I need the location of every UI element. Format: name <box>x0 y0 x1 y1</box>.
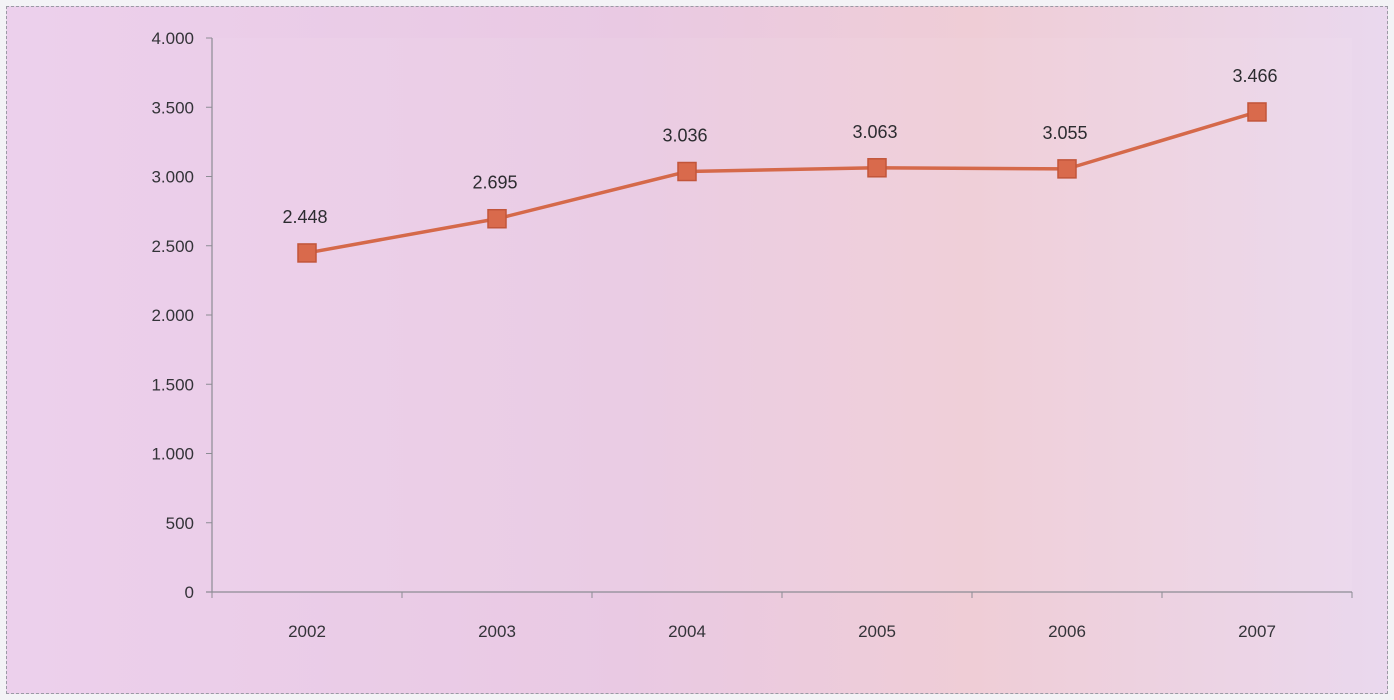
y-tick-label: 3.500 <box>151 98 194 117</box>
data-point-marker <box>867 158 887 178</box>
data-label: 3.055 <box>1042 123 1087 143</box>
series-line-group <box>306 110 1258 255</box>
plot-area-background <box>212 38 1352 592</box>
data-label: 2.695 <box>472 173 517 193</box>
y-tick-label: 2.000 <box>151 306 194 325</box>
x-tick-label: 2006 <box>1048 622 1086 641</box>
data-point-marker <box>1247 102 1267 122</box>
data-label-group: 2.448 2.695 3.036 3.063 3.055 3.466 <box>282 66 1277 227</box>
x-tick-label: 2002 <box>288 622 326 641</box>
data-point-marker <box>1057 159 1077 179</box>
plot-area <box>212 38 1352 592</box>
data-label: 2.448 <box>282 207 327 227</box>
data-point-marker <box>297 243 317 263</box>
y-tick-label: 500 <box>166 514 194 533</box>
marker-group <box>297 102 1267 263</box>
chart-frame <box>6 6 1388 694</box>
y-tick-label: 2.500 <box>151 237 194 256</box>
data-label: 3.466 <box>1232 66 1277 86</box>
y-tick-label: 0 <box>185 583 194 602</box>
x-axis: 2002 2003 2004 2005 2006 2007 <box>206 591 1353 641</box>
y-tick-label: 4.000 <box>151 29 194 48</box>
y-tick-label: 3.000 <box>151 168 194 187</box>
data-label: 3.063 <box>852 122 897 142</box>
y-tick-label: 1.000 <box>151 445 194 464</box>
x-tick-label: 2004 <box>668 622 706 641</box>
x-tick-label: 2003 <box>478 622 516 641</box>
data-point-marker <box>677 161 697 182</box>
data-point-marker <box>487 208 507 229</box>
y-tick-label: 1.500 <box>151 375 194 394</box>
x-tick-label: 2005 <box>858 622 896 641</box>
y-axis: 0 500 1.000 1.500 2.000 2.500 3.000 3.500 4.000 <box>151 29 213 602</box>
series-line <box>306 110 1258 255</box>
data-label: 3.036 <box>662 126 707 146</box>
x-tick-label: 2007 <box>1238 622 1276 641</box>
